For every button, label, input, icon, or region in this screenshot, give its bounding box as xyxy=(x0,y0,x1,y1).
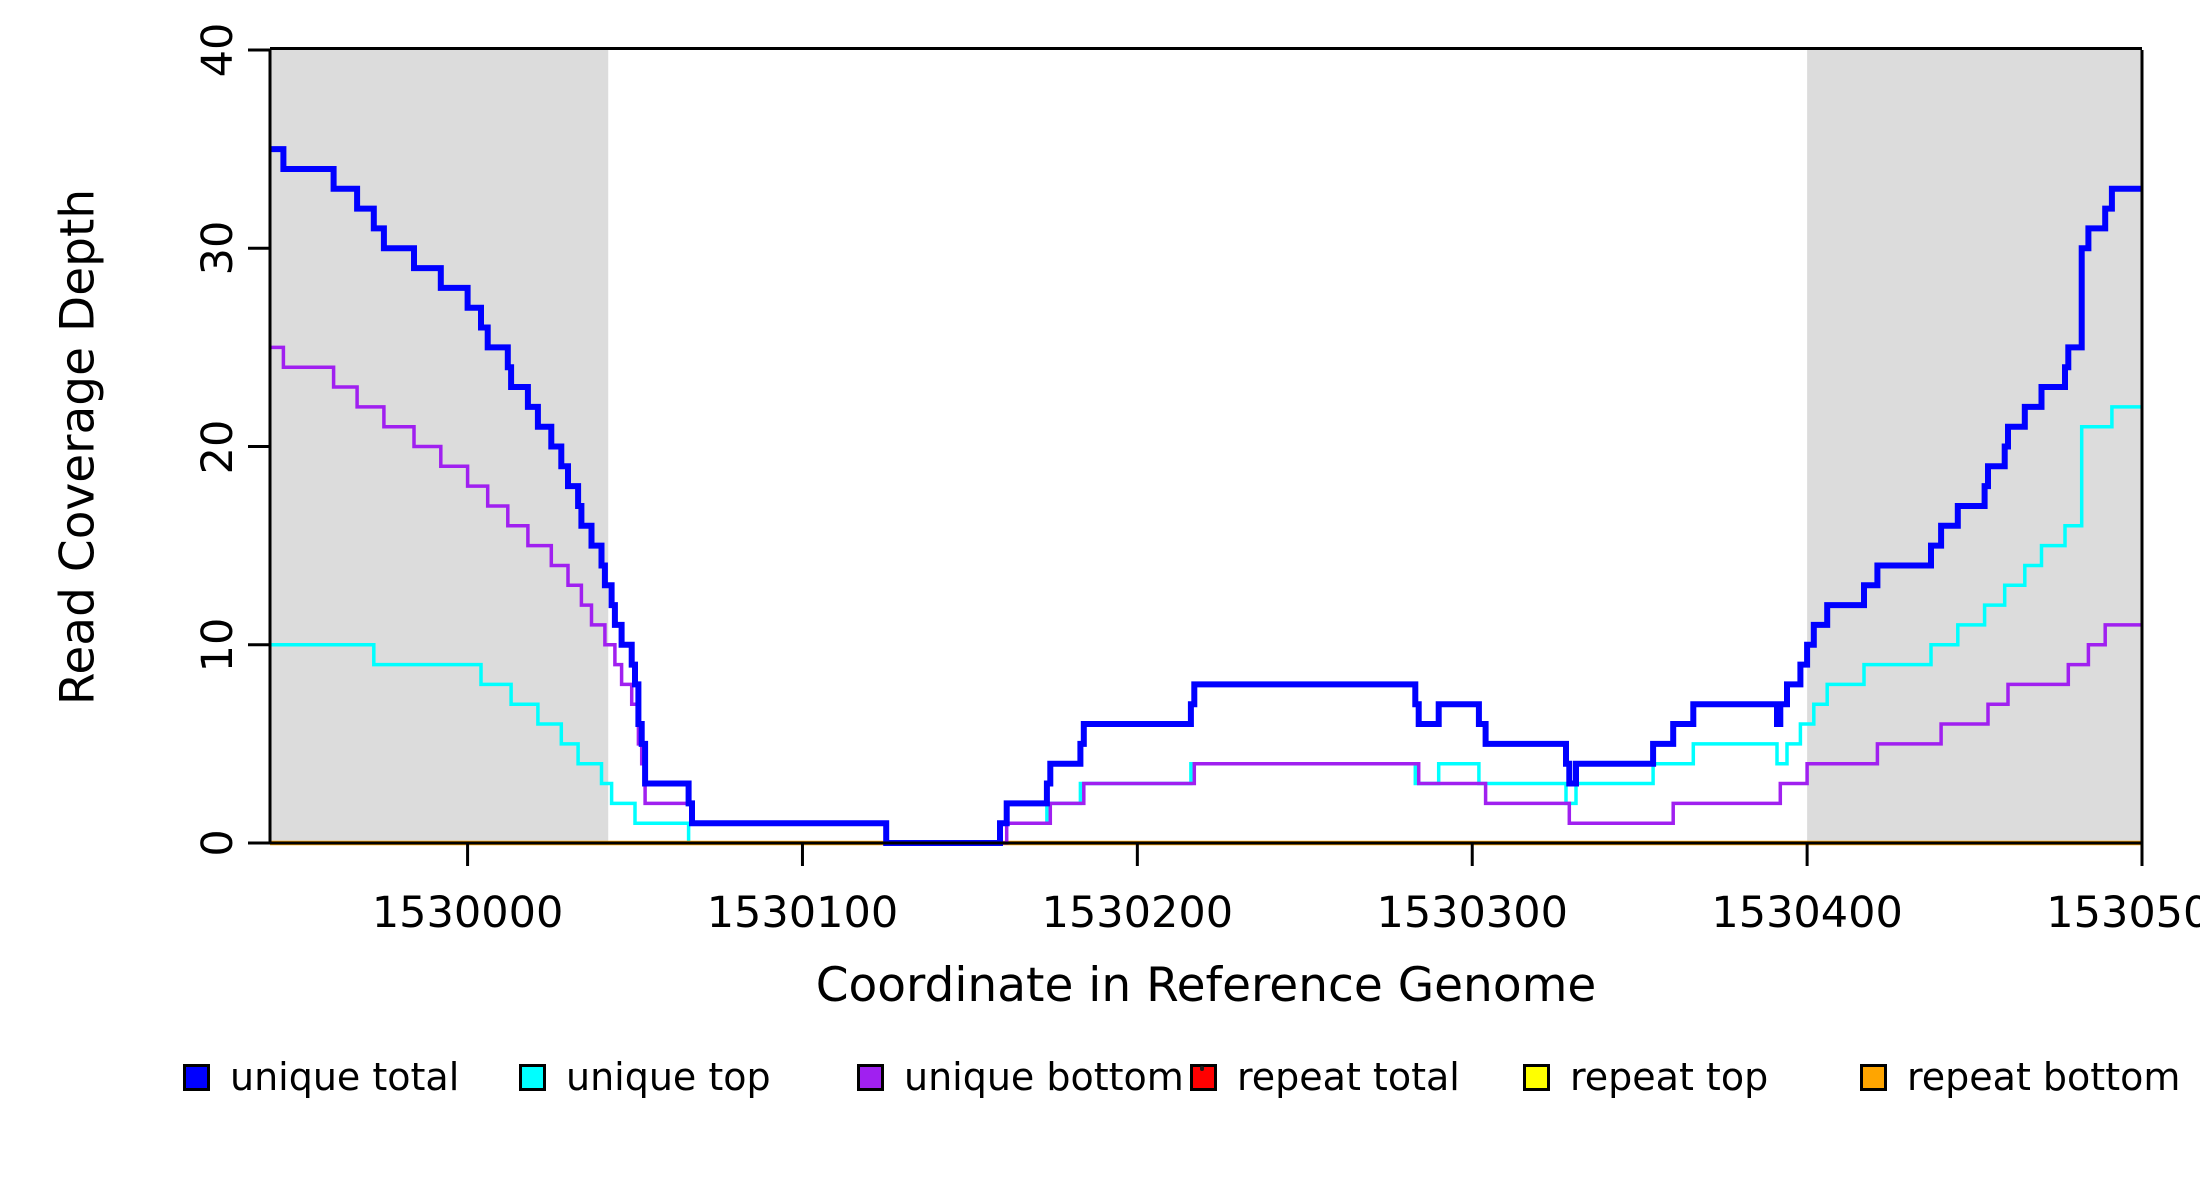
legend-swatch-icon xyxy=(183,1063,210,1091)
legend-swatch-icon xyxy=(519,1063,546,1091)
x-tick-label-1530300: 1530300 xyxy=(1376,888,1568,938)
y-tick-label-40: 40 xyxy=(193,22,243,78)
stray-dot-mark xyxy=(1200,1066,1204,1071)
x-tick-label-1530100: 1530100 xyxy=(706,888,899,938)
legend-swatch-icon xyxy=(857,1063,884,1091)
legend-item-unique-bottom: unique bottom xyxy=(857,1055,1184,1099)
shaded-region-1 xyxy=(1807,50,2142,843)
legend-label: unique top xyxy=(566,1055,771,1099)
x-tick-label-1530200: 1530200 xyxy=(1041,888,1234,938)
y-axis-title: Read Coverage Depth xyxy=(50,188,106,706)
legend-item-repeat-top: repeat top xyxy=(1523,1055,1768,1099)
legend-label: repeat top xyxy=(1570,1055,1769,1099)
legend-item-unique-total: unique total xyxy=(183,1055,459,1099)
legend-swatch-icon xyxy=(1523,1063,1550,1091)
legend-label: unique bottom xyxy=(904,1055,1184,1099)
series-line-unique-total xyxy=(270,146,2142,846)
legend-swatch-icon xyxy=(1860,1063,1887,1091)
y-tick-label-0: 0 xyxy=(193,829,243,857)
legend-label: repeat total xyxy=(1237,1055,1460,1099)
y-tick-label-30: 30 xyxy=(193,220,243,276)
legend-label: unique total xyxy=(230,1055,460,1099)
legend-item-repeat-bottom: repeat bottom xyxy=(1860,1055,2180,1099)
legend-label: repeat bottom xyxy=(1907,1055,2181,1099)
y-tick-label-20: 20 xyxy=(193,419,243,474)
legend-item-unique-top: unique top xyxy=(519,1055,771,1099)
legend-item-repeat-total: repeat total xyxy=(1190,1055,1460,1099)
x-tick-label-1530400: 1530400 xyxy=(1711,888,1903,938)
x-axis-title: Coordinate in Reference Genome xyxy=(815,958,1597,1013)
x-tick-label-1530000: 1530000 xyxy=(371,888,564,938)
y-tick-label-10: 10 xyxy=(193,617,243,673)
